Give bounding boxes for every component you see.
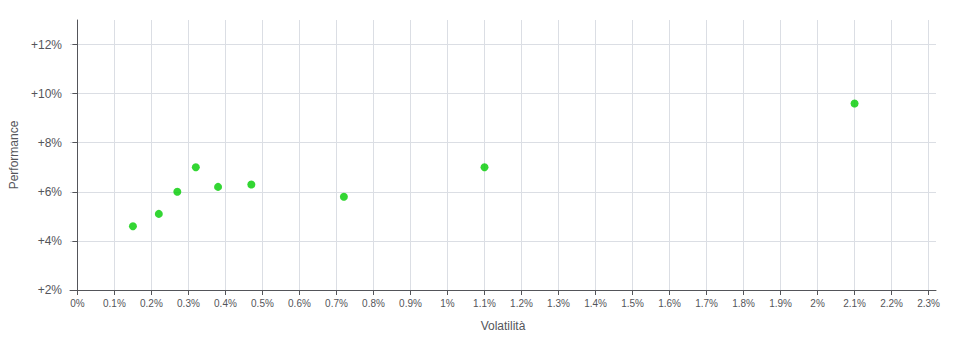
svg-text:1.1%: 1.1%: [473, 298, 496, 309]
svg-text:0.8%: 0.8%: [362, 298, 385, 309]
svg-text:2%: 2%: [810, 298, 825, 309]
svg-text:1.3%: 1.3%: [547, 298, 570, 309]
svg-text:+8%: +8%: [38, 136, 63, 150]
svg-text:Volatilità: Volatilità: [481, 319, 526, 333]
svg-text:+2%: +2%: [38, 283, 63, 297]
svg-text:+4%: +4%: [38, 234, 63, 248]
svg-text:2.3%: 2.3%: [917, 298, 940, 309]
svg-text:1.9%: 1.9%: [769, 298, 792, 309]
svg-text:0.3%: 0.3%: [177, 298, 200, 309]
svg-text:1.6%: 1.6%: [658, 298, 681, 309]
svg-text:0.6%: 0.6%: [288, 298, 311, 309]
svg-text:Performance: Performance: [7, 120, 21, 189]
svg-text:1.2%: 1.2%: [510, 298, 533, 309]
svg-text:2.2%: 2.2%: [880, 298, 903, 309]
svg-text:1.4%: 1.4%: [584, 298, 607, 309]
svg-text:1.7%: 1.7%: [695, 298, 718, 309]
svg-text:+12%: +12%: [31, 38, 62, 52]
svg-text:0.4%: 0.4%: [214, 298, 237, 309]
svg-text:0.5%: 0.5%: [251, 298, 274, 309]
svg-text:2.1%: 2.1%: [843, 298, 866, 309]
svg-text:0.1%: 0.1%: [103, 298, 126, 309]
svg-text:+10%: +10%: [31, 87, 62, 101]
svg-text:0.9%: 0.9%: [399, 298, 422, 309]
svg-text:0.7%: 0.7%: [325, 298, 348, 309]
svg-text:+6%: +6%: [38, 185, 63, 199]
svg-text:1.8%: 1.8%: [732, 298, 755, 309]
svg-text:0.2%: 0.2%: [140, 298, 163, 309]
svg-text:0%: 0%: [70, 298, 85, 309]
svg-text:1%: 1%: [440, 298, 455, 309]
svg-text:1.5%: 1.5%: [621, 298, 644, 309]
